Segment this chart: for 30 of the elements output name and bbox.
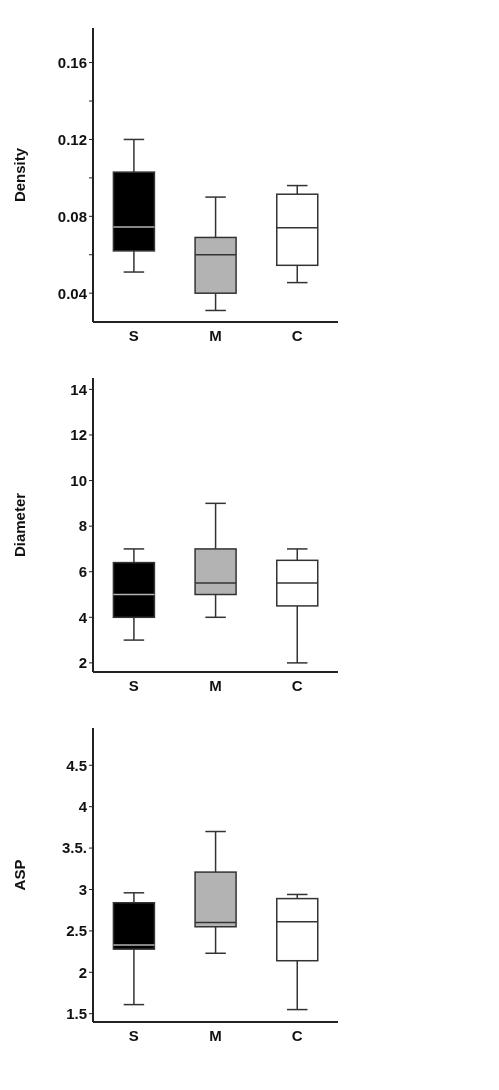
x-tick-label: C [291,326,303,344]
y-tick-label: 4 [78,608,88,626]
y-tick-label: 14 [70,380,88,398]
y-tick-label: 0.08 [57,207,87,225]
y-tick-label: 2 [78,963,87,981]
y-tick-label: 4 [78,798,88,815]
y-tick-label: 0.04 [57,284,88,302]
x-tick-label: C [291,1026,303,1044]
y-tick-label: 8 [78,517,87,535]
x-tick-label: M [209,326,222,344]
x-tick-label: M [209,1026,222,1044]
y-tick-label: 2.5 [66,922,87,940]
y-tick-label: 4.5 [66,756,87,774]
x-tick-label: S [128,326,139,344]
y-tick-label: 6 [78,563,87,581]
y-tick-label: 0.12 [57,130,87,148]
x-tick-label: S [128,1026,139,1044]
y-axis-title: Density [11,147,29,203]
y-tick-label: 12 [70,426,87,444]
y-tick-label: 0.16 [57,53,87,71]
y-tick-label: 2 [78,654,87,672]
y-axis-title: ASP [11,859,29,891]
y-tick-label: 1.5 [66,1005,87,1023]
x-tick-label: C [291,676,303,694]
y-tick-label: 10 [70,471,87,489]
x-tick-label: S [128,676,139,694]
y-axis-title: Diameter [11,492,29,558]
y-tick-label: 3 [78,880,87,898]
x-tick-label: M [209,676,222,694]
y-tick-label: 3.5. [61,839,87,857]
